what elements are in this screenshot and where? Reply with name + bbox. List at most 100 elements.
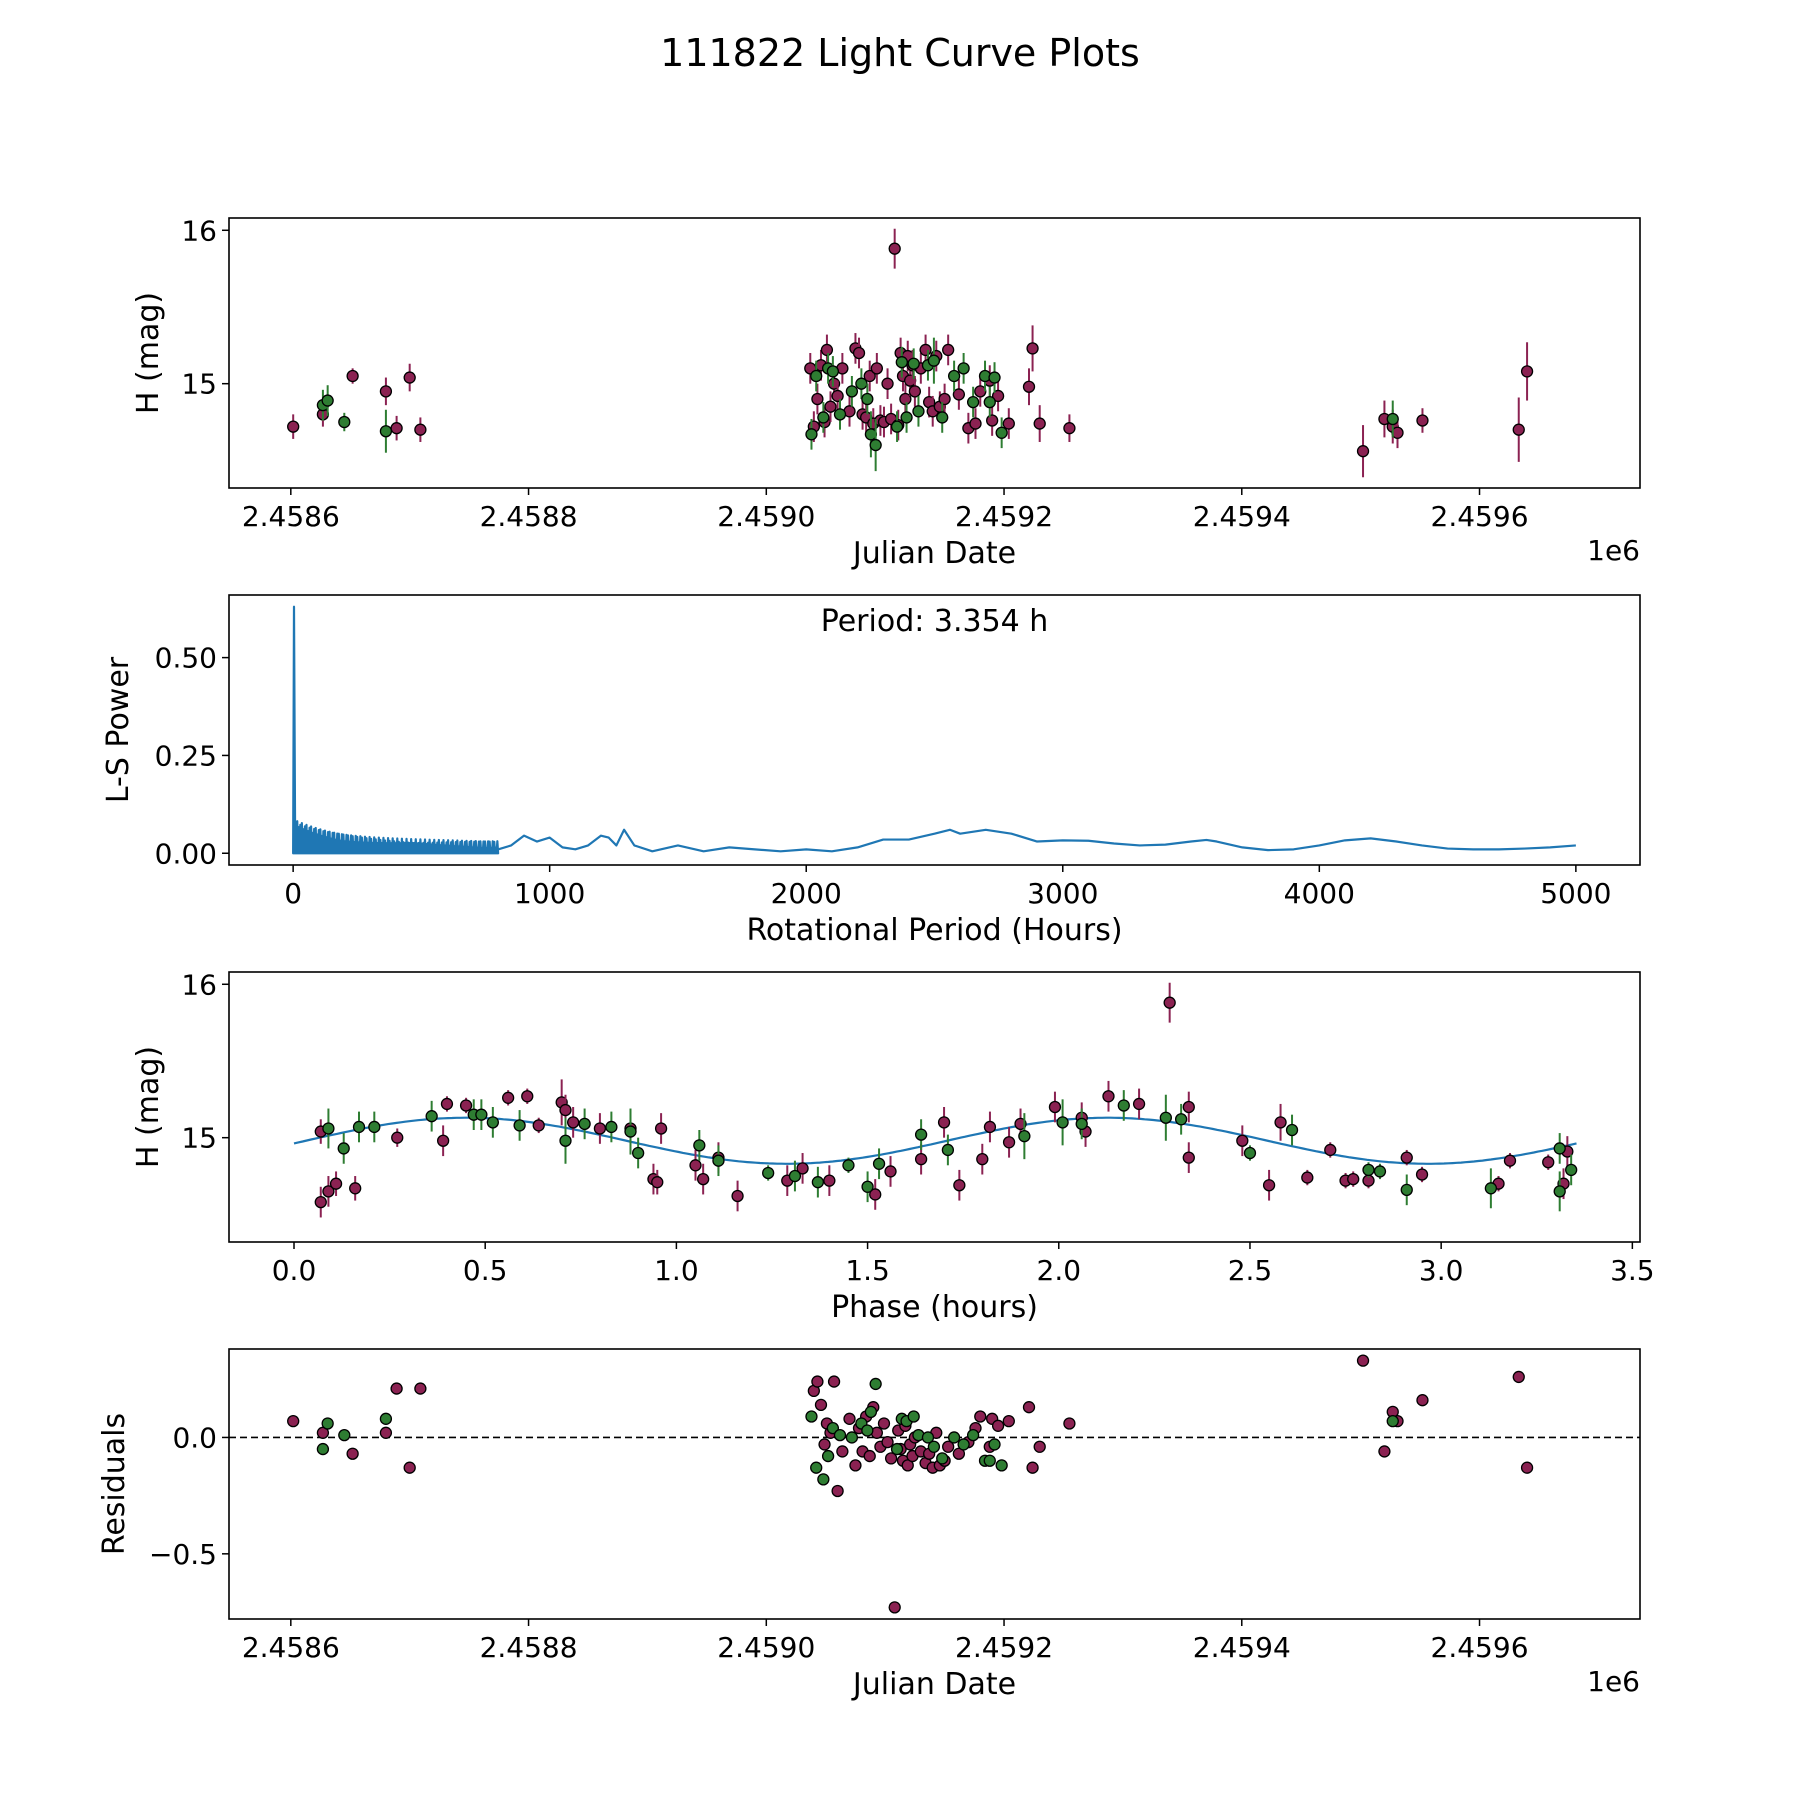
data-point: [796, 1162, 809, 1175]
axes-frame: [228, 217, 1641, 489]
data-point: [1274, 1116, 1287, 1129]
data-point: [988, 371, 1001, 384]
data-point: [349, 1182, 362, 1195]
data-point: [1048, 1100, 1062, 1114]
data-point: [855, 377, 868, 390]
data-point: [346, 369, 359, 383]
data-point: [937, 1116, 951, 1129]
x-tick-label: 0: [284, 877, 302, 910]
data-point: [1262, 1179, 1276, 1192]
x-offset-text: 1e6: [1587, 534, 1640, 567]
data-point: [852, 346, 866, 360]
data-point: [329, 1177, 343, 1190]
data-point: [818, 1438, 831, 1451]
data-point: [861, 392, 874, 406]
data-point: [1236, 1134, 1249, 1147]
data-point: [486, 1116, 499, 1129]
data-point: [864, 1405, 878, 1418]
data-point: [942, 343, 955, 357]
data-point: [927, 1440, 941, 1453]
data-point: [391, 1131, 404, 1144]
data-point: [1512, 1370, 1525, 1384]
data-point: [976, 1153, 989, 1166]
data-point: [1416, 414, 1429, 427]
data-point: [1503, 1154, 1517, 1167]
data-point: [1301, 1171, 1314, 1184]
y-axis-label: H (mag): [131, 292, 166, 414]
data-point: [1362, 1163, 1375, 1177]
data-point: [1386, 1415, 1399, 1428]
plot-area: [287, 228, 1534, 478]
data-point: [1373, 1165, 1387, 1178]
data-point: [1063, 1417, 1076, 1430]
data-point: [900, 411, 913, 424]
data-point: [814, 1398, 828, 1412]
data-point: [1386, 412, 1399, 426]
data-point: [1356, 445, 1370, 458]
data-point: [895, 356, 908, 369]
model-fit-curve: [293, 1116, 1577, 1165]
data-point: [884, 1452, 898, 1465]
data-point: [845, 385, 859, 398]
data-point: [966, 1428, 980, 1442]
data-point: [1075, 1117, 1088, 1131]
data-point: [863, 369, 876, 383]
data-point: [969, 417, 982, 430]
data-point: [919, 343, 932, 357]
data-point: [938, 392, 951, 406]
data-point: [1512, 423, 1525, 436]
data-point: [820, 343, 834, 357]
data-point: [872, 1157, 886, 1170]
data-point: [1416, 1394, 1429, 1407]
data-point: [1163, 996, 1176, 1009]
x-tick-label: 2.5: [1228, 1254, 1273, 1287]
data-point: [1400, 1183, 1413, 1196]
data-point: [501, 1091, 515, 1104]
data-point: [833, 1428, 847, 1442]
data-point: [869, 1377, 882, 1391]
data-point: [1063, 422, 1076, 435]
data-point: [1002, 417, 1015, 430]
data-point: [991, 389, 1005, 403]
data-point: [403, 1461, 416, 1474]
data-point: [843, 1412, 856, 1425]
x-tick-label: 2.4588: [480, 1631, 578, 1664]
data-point: [532, 1119, 545, 1132]
data-point: [566, 1116, 580, 1129]
data-point: [974, 1410, 987, 1423]
x-axis-label: Julian Date: [851, 1667, 1016, 1702]
data-point: [899, 392, 912, 406]
data-point: [559, 1134, 572, 1147]
data-point: [1174, 1113, 1188, 1126]
data-point: [831, 1484, 844, 1498]
data-point: [379, 425, 393, 438]
data-point: [1002, 1415, 1015, 1428]
plot-area: [292, 605, 1576, 855]
data-point: [559, 1103, 572, 1117]
data-point: [957, 362, 970, 375]
data-point: [914, 1153, 928, 1166]
data-point: [921, 1431, 935, 1444]
data-point: [827, 1375, 841, 1388]
data-point: [861, 1424, 874, 1437]
y-tick-label: 0.50: [155, 642, 217, 675]
data-point: [762, 1166, 775, 1180]
data-point: [338, 1428, 351, 1442]
data-point: [1014, 1117, 1027, 1131]
data-point: [1026, 342, 1039, 355]
data-point: [337, 1142, 350, 1155]
data-point: [403, 371, 416, 384]
data-point: [1356, 1354, 1370, 1367]
data-point: [849, 1459, 862, 1472]
data-point: [821, 1449, 835, 1463]
data-point: [346, 1447, 359, 1460]
data-point: [1243, 1146, 1257, 1160]
x-tick-label: 2.4594: [1193, 1631, 1291, 1664]
x-axis-label: Rotational Period (Hours): [746, 913, 1122, 948]
y-axis-label: Residuals: [97, 1413, 132, 1555]
data-point: [425, 1110, 438, 1123]
data-point: [1026, 1461, 1039, 1474]
data-point: [593, 1122, 607, 1135]
